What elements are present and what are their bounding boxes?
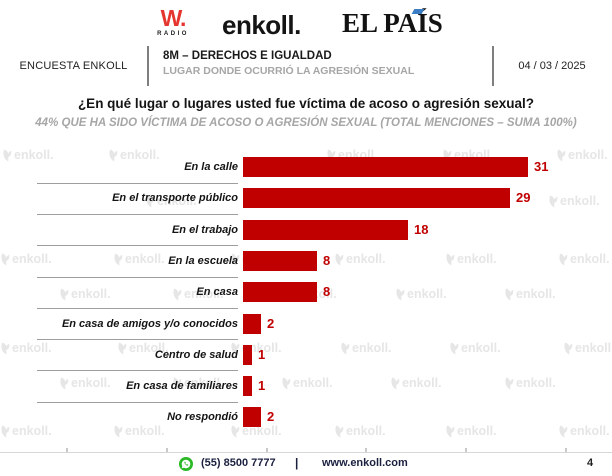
bar-category-label: En casa — [196, 286, 238, 299]
bar-value-label: 8 — [323, 252, 331, 268]
footer-website: www.enkoll.com — [322, 457, 408, 469]
header-divider-left — [147, 46, 149, 86]
row-separator — [37, 183, 238, 184]
row-separator — [37, 214, 238, 215]
bar-category-label: En la calle — [184, 161, 238, 173]
edition-subtitle: LUGAR DONDE OCURRIÓ LA AGRESIÓN SEXUAL — [163, 65, 415, 77]
row-separator — [37, 277, 238, 278]
bar-value-label: 2 — [267, 409, 275, 425]
bar — [243, 250, 317, 271]
footer-tick — [66, 448, 68, 452]
header-band: ENCUESTA ENKOLL 8M – DERECHOS E IGUALDAD… — [0, 45, 612, 87]
header-center: 8M – DERECHOS E IGUALDAD LUGAR DONDE OCU… — [163, 50, 414, 77]
page-number: 4 — [586, 457, 594, 469]
bar-category-label: En el transporte público — [112, 192, 238, 205]
wradio-w-icon: W. — [160, 5, 187, 31]
question-note: 44% QUE HA SIDO VÍCTIMA DE ACOSO O AGRES… — [35, 117, 577, 129]
question-title: ¿En qué lugar o lugares usted fue víctim… — [77, 96, 535, 111]
footer-phone: (55) 8500 7777 — [201, 457, 276, 469]
bar — [243, 313, 261, 334]
bar-value-label: 1 — [258, 346, 266, 362]
survey-name: ENCUESTA ENKOLL — [19, 60, 128, 72]
bar — [243, 219, 408, 240]
brand-bar: W. RADIO enkoll. EL PAÍS — [0, 6, 612, 44]
bar-category-label: En el trabajo — [171, 223, 238, 236]
footer-tick — [565, 448, 567, 452]
bar — [243, 344, 252, 365]
wradio-caption: RADIO — [157, 31, 189, 37]
row-separator — [37, 339, 238, 340]
bar — [243, 376, 252, 397]
bar-category-label: En casa de familiares — [126, 380, 238, 393]
bar-category-label: No respondió — [167, 411, 238, 424]
bar-value-label: 1 — [258, 378, 266, 394]
bar — [243, 407, 261, 428]
bar — [243, 157, 528, 177]
footer-tick — [365, 448, 367, 452]
bar — [243, 282, 317, 303]
row-separator — [37, 308, 238, 309]
enkoll-logo: enkoll. — [222, 10, 301, 40]
footer-tick — [266, 448, 268, 452]
bar-value-label: 2 — [267, 315, 275, 331]
wradio-logo: W. RADIO — [155, 6, 191, 37]
header-divider-right — [492, 46, 494, 86]
elpais-logo-text: EL PAÍS — [342, 8, 443, 38]
bar-value-label: 29 — [516, 190, 531, 206]
footer-separator: | — [295, 456, 299, 470]
elpais-logo: EL PAÍS — [342, 8, 443, 39]
row-separator — [37, 245, 238, 246]
footer-divider-line — [0, 452, 612, 453]
footer-tick — [465, 448, 467, 452]
bar-category-label: Centro de salud — [154, 348, 238, 361]
whatsapp-icon — [179, 457, 193, 471]
row-separator — [37, 370, 238, 371]
bar-value-label: 8 — [323, 284, 331, 300]
bar-value-label: 31 — [534, 159, 549, 174]
bar-value-label: 18 — [414, 221, 429, 237]
footer-tick — [166, 448, 168, 452]
edition-title: 8M – DERECHOS E IGUALDAD — [163, 50, 332, 62]
row-separator — [37, 402, 238, 403]
bar — [243, 188, 510, 209]
bar-category-label: En la escuela — [168, 254, 238, 267]
bar-category-label: En casa de amigos y/o conocidos — [61, 317, 238, 330]
survey-date: 04 / 03 / 2025 — [518, 60, 586, 72]
